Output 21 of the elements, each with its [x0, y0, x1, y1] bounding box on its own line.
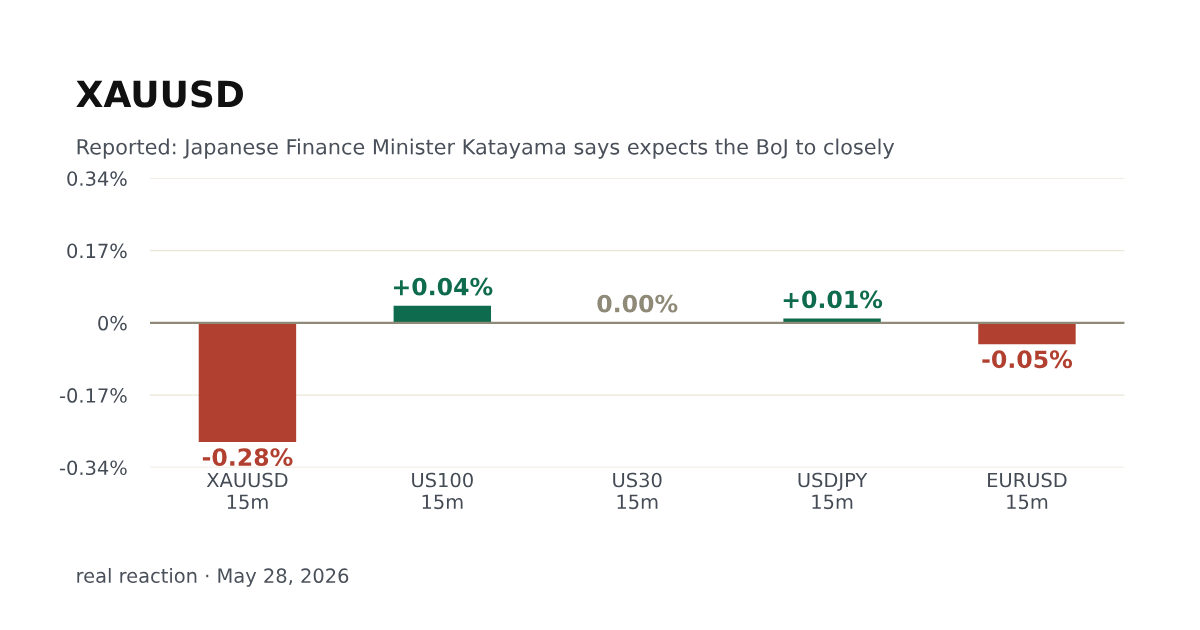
text: real reaction · May 28, 2026 — [77, 567, 349, 587]
data-label: +0.04% — [393, 277, 493, 296]
bar — [978, 322, 1076, 345]
x-tick-label: USDJPY 15m — [798, 472, 868, 510]
y-tick-label: 0% — [98, 315, 127, 331]
bar — [393, 305, 492, 323]
x-tick-label: EURUSD 15m — [988, 472, 1067, 510]
chart-subtitle: Reported: Japanese Finance Minister Katayama says expects the BoJ to closely — [77, 138, 895, 159]
y-tick-label: -0.34% — [59, 460, 127, 476]
chart-title: XAUUSD — [76, 80, 243, 108]
x-tick-label: US30 15m — [613, 472, 662, 510]
data-label: -0.05% — [982, 350, 1073, 369]
x-tick-label: US100 15m — [412, 472, 473, 510]
bar — [198, 322, 297, 442]
y-tick-label: 0.17% — [67, 243, 127, 259]
data-label: -0.28% — [202, 448, 293, 466]
data-label: 0.00% — [597, 294, 678, 313]
y-tick-label: -0.17% — [59, 388, 127, 403]
x-tick-label: XAUUSD 15m — [206, 472, 288, 510]
y-tick-label: 0.34% — [67, 171, 127, 186]
data-label: +0.01% — [783, 290, 883, 309]
